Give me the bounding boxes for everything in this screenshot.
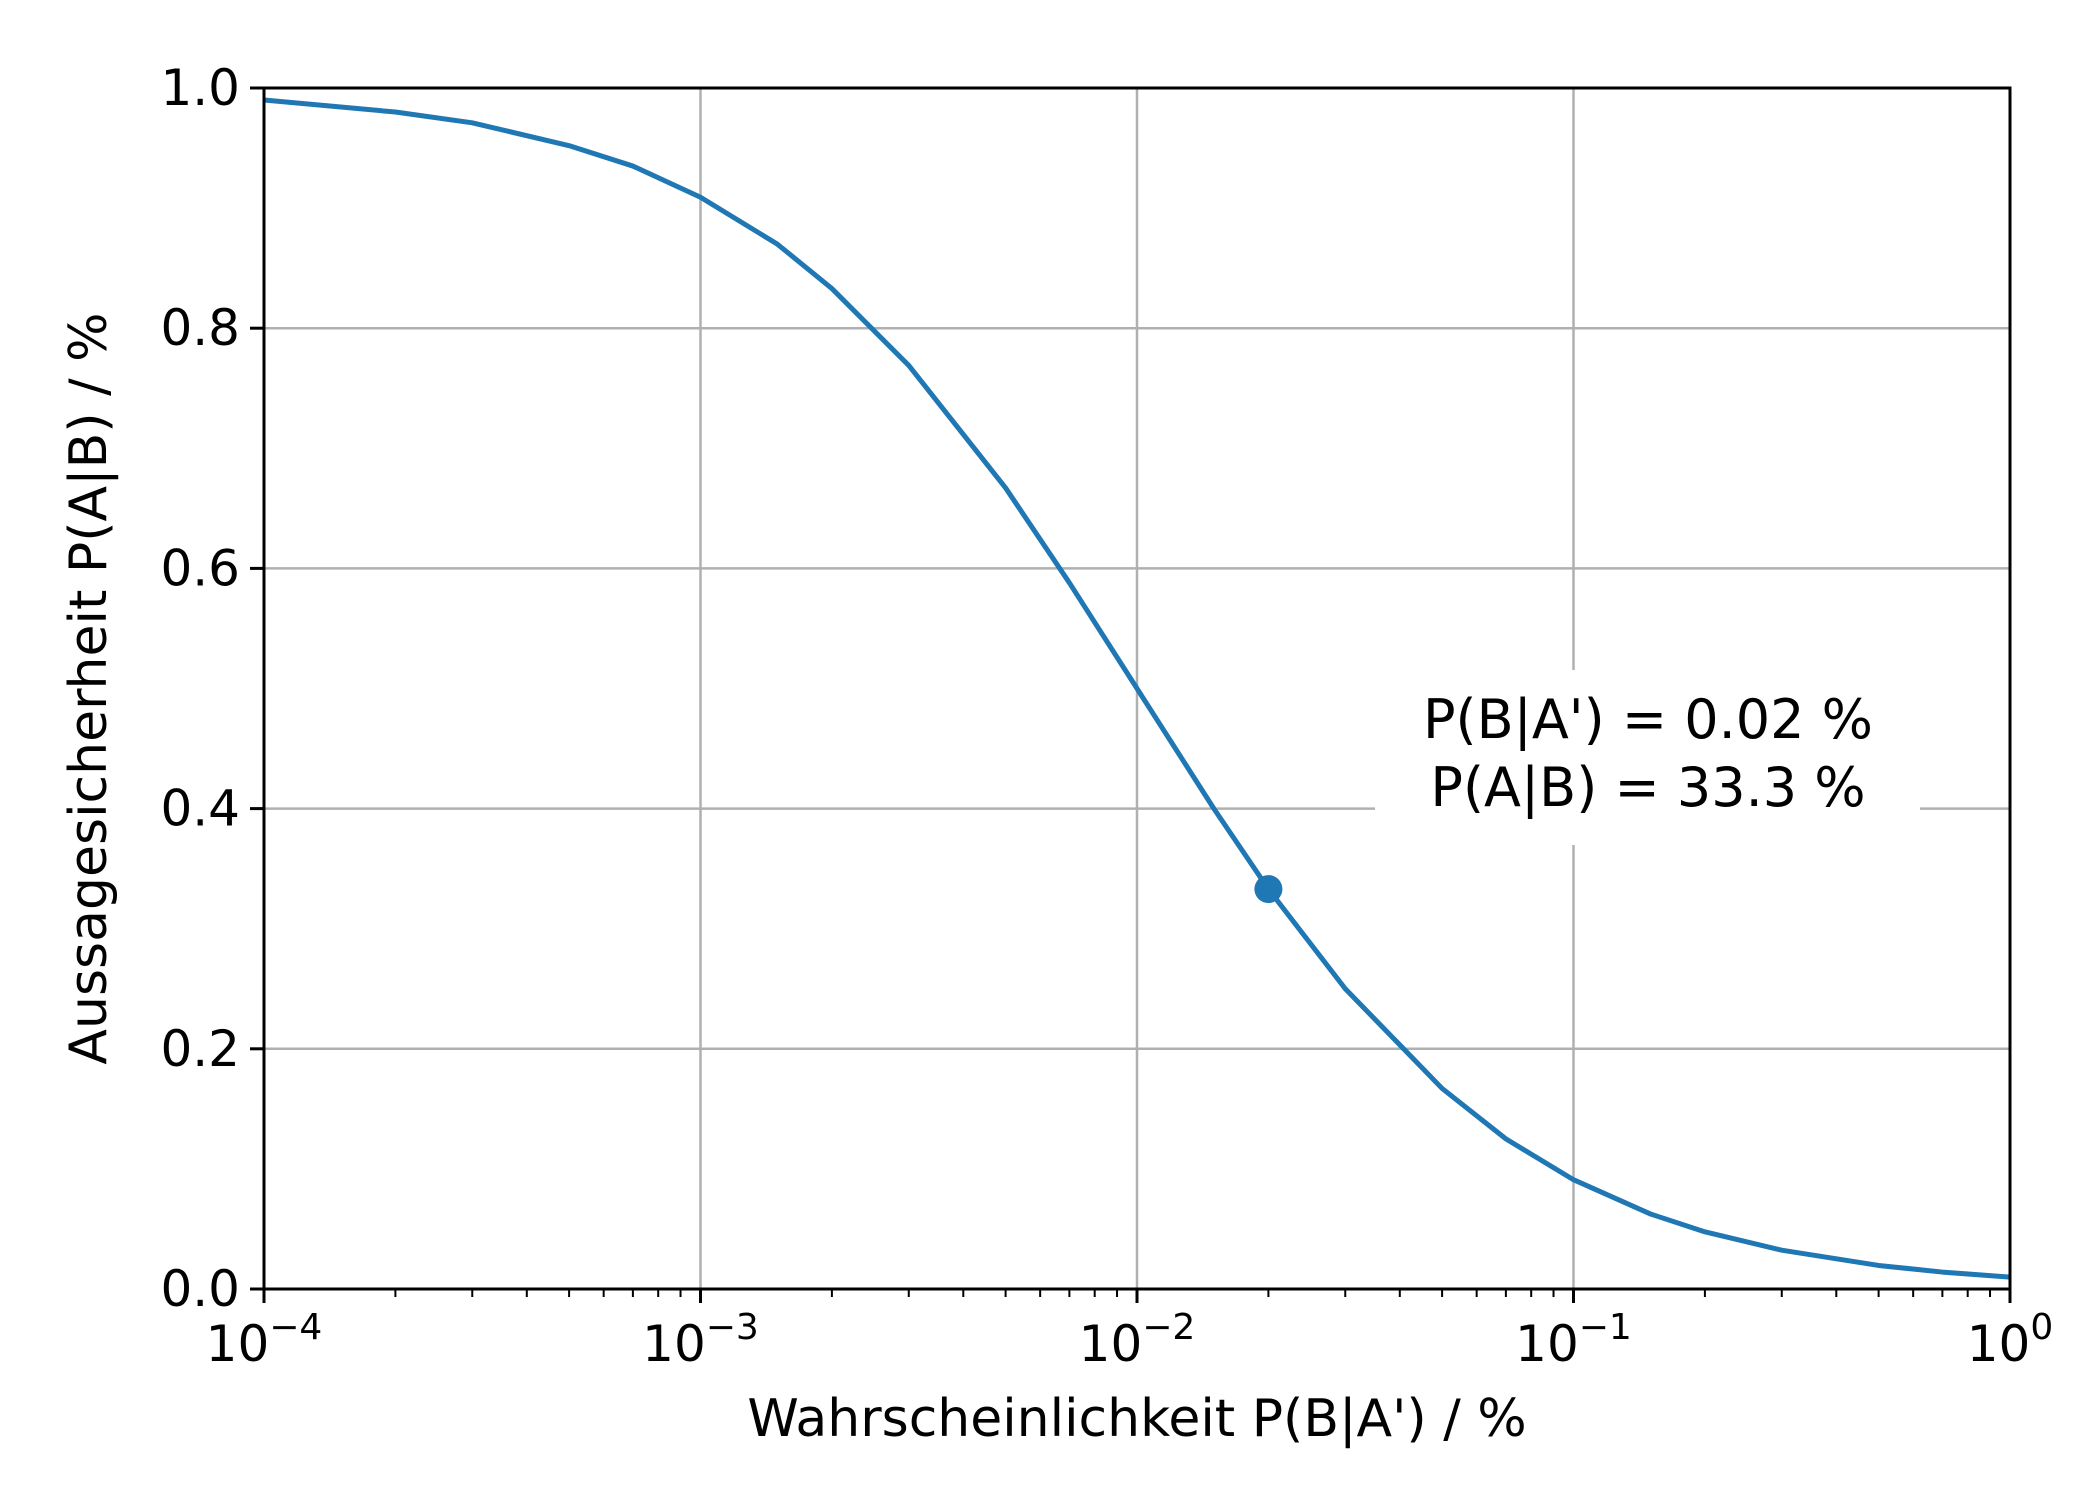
annotation-line-1: P(B|A') = 0.02 % (1423, 688, 1873, 751)
y-tick-label-2: 0.4 (160, 780, 240, 838)
y-tick-label-3: 0.6 (160, 539, 240, 597)
annotation-background (1375, 670, 1920, 845)
x-axis-label: Wahrscheinlichkeit P(B|A') / % (747, 1389, 1526, 1449)
x-tick-label-2: 10−2 (1079, 1307, 1196, 1373)
y-tick-label-5: 1.0 (160, 59, 240, 117)
series-layer (263, 97, 2011, 1280)
x-tick-label-0: 10−4 (206, 1307, 323, 1373)
y-tick-label-1: 0.2 (160, 1020, 240, 1078)
y-tick-label-0: 0.0 (160, 1260, 240, 1318)
y-axis-label: Aussagesicherheit P(A|B) / % (59, 312, 119, 1064)
annotation-line-2: P(A|B) = 33.3 % (1430, 756, 1865, 819)
axis-ticks (250, 86, 2012, 1303)
series-line-0 (263, 97, 2011, 1280)
annotation: P(B|A') = 0.02 % P(A|B) = 33.3 % (1423, 688, 1873, 819)
x-tick-label-4: 100 (1967, 1307, 2054, 1373)
x-tick-label-3: 10−1 (1515, 1307, 1632, 1373)
x-tick-label-1: 10−3 (642, 1307, 759, 1373)
y-tick-label-4: 0.8 (160, 299, 240, 357)
highlight-point (1254, 875, 1283, 904)
tick-labels: 10−4 10−3 10−2 10−1 100 0.0 0.2 0.4 0.6 0.8 1.0 (160, 59, 2053, 1373)
